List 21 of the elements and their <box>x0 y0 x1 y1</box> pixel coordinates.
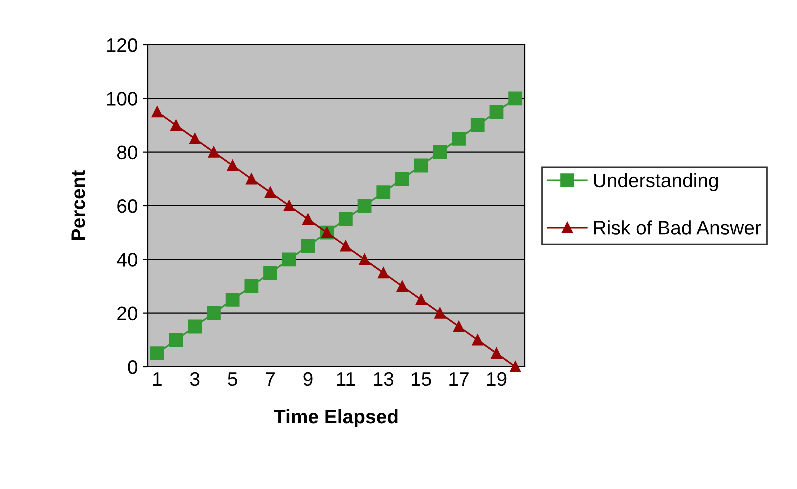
x-tick-label: 19 <box>487 372 507 386</box>
x-tick-label: 13 <box>374 372 394 386</box>
y-tick-label: 100 <box>107 92 138 106</box>
x-axis-title: Time Elapsed <box>274 409 398 428</box>
y-axis-title: Percent <box>72 170 86 240</box>
legend-label: Risk of Bad Answer <box>594 220 762 235</box>
legend-label: Understanding <box>594 173 718 192</box>
y-tick-label: 60 <box>118 199 138 214</box>
x-tick-label: 17 <box>450 372 469 386</box>
y-tick-label: 20 <box>118 306 138 321</box>
x-tick-label: 15 <box>412 372 432 386</box>
y-tick-label: 80 <box>117 146 138 160</box>
y-tick-label: 120 <box>107 38 138 52</box>
x-tick-label: 5 <box>228 372 238 386</box>
x-tick-label: 9 <box>304 372 313 386</box>
y-tick-label: 40 <box>117 253 138 267</box>
x-tick-label: 7 <box>266 372 275 386</box>
x-tick-label: 1 <box>154 372 162 386</box>
y-tick-label: 0 <box>128 360 138 374</box>
x-tick-label: 3 <box>190 372 200 386</box>
x-tick-label: 11 <box>337 372 356 386</box>
